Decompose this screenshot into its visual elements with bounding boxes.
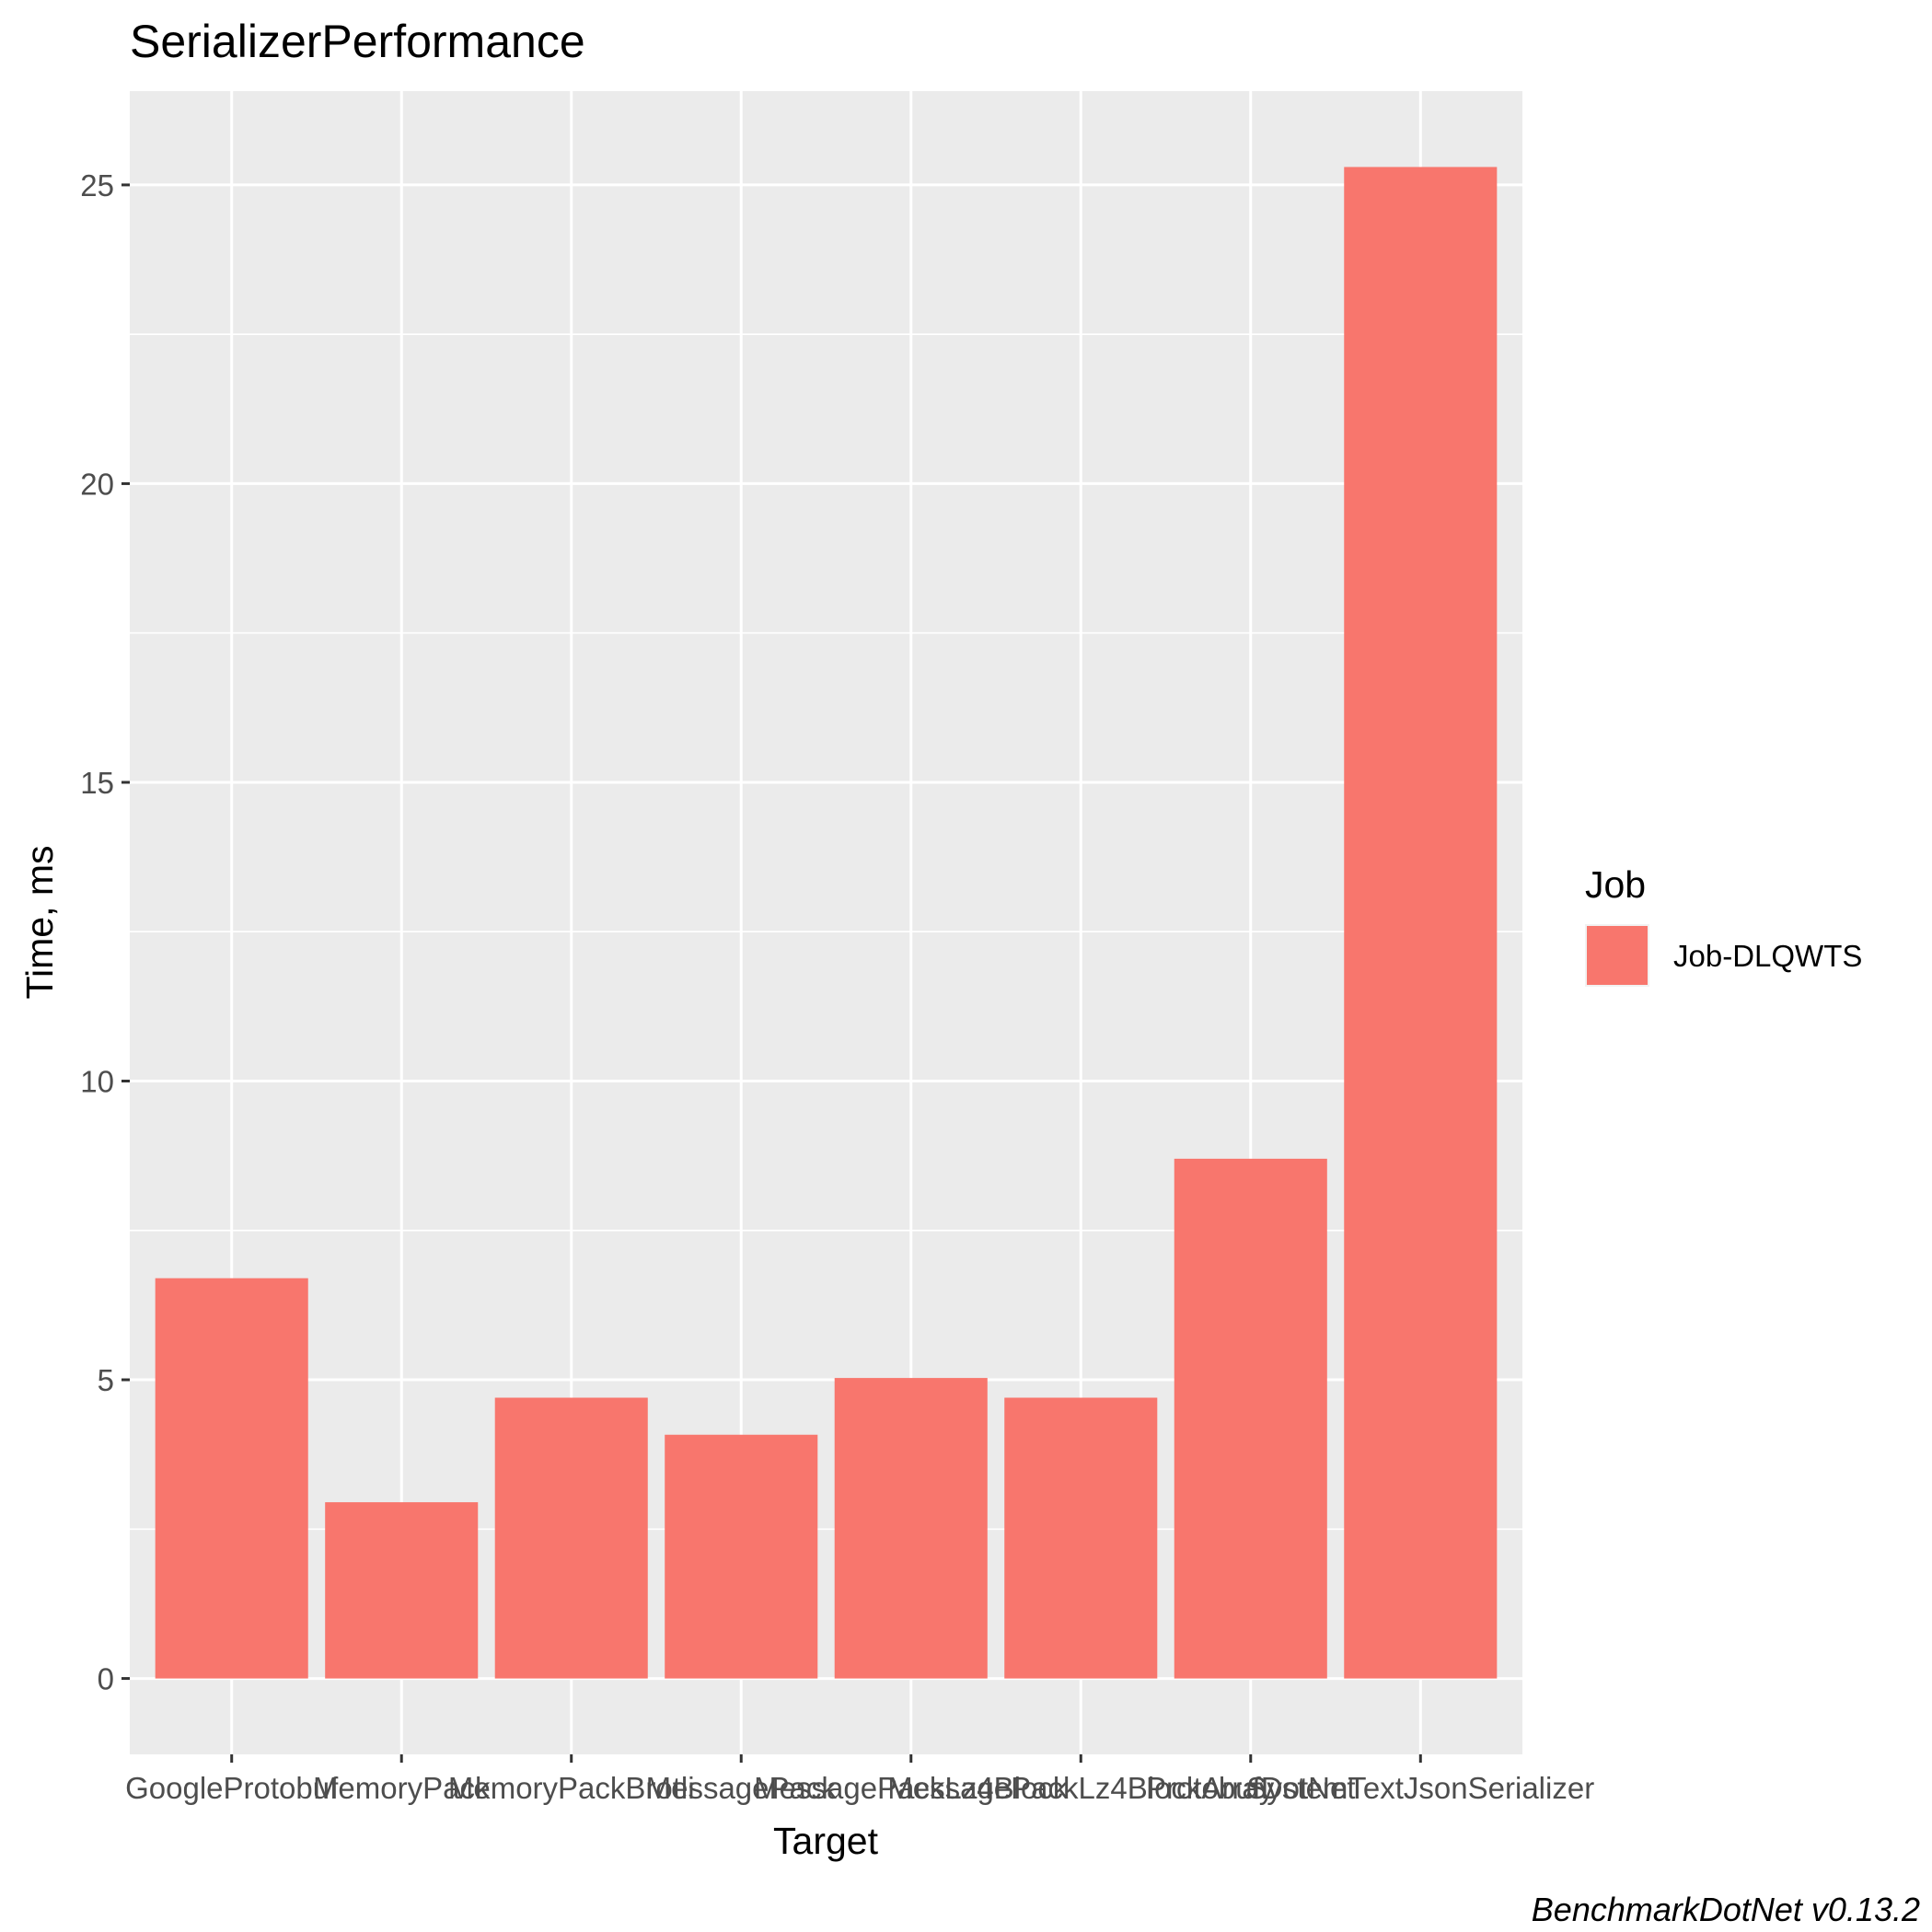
y-tick-label: 15 xyxy=(80,766,114,800)
x-axis-title: Target xyxy=(773,1820,879,1862)
chart-caption: BenchmarkDotNet v0.13.2 xyxy=(1532,1891,1920,1928)
x-tick-label: MessagePackLz4Block xyxy=(754,1771,1069,1805)
chart-title: SerializerPerformance xyxy=(130,16,585,67)
x-tick-label: MemoryPackBrotli xyxy=(448,1771,695,1805)
bars xyxy=(155,167,1498,1679)
bar xyxy=(325,1502,479,1679)
y-axis-title: Time, ms xyxy=(18,845,61,999)
x-axis: GoogleProtobufMemoryPackMemoryPackBrotli… xyxy=(125,1754,1594,1805)
x-tick-label: MemoryPack xyxy=(313,1771,491,1805)
bar xyxy=(1344,167,1498,1679)
legend-swatch xyxy=(1587,926,1648,985)
y-tick-label: 5 xyxy=(98,1363,114,1397)
y-tick-label: 0 xyxy=(98,1662,114,1696)
y-tick-label: 25 xyxy=(80,168,114,202)
x-tick-label: SystemTextJsonSerializer xyxy=(1246,1771,1594,1805)
x-tick-label: MessagePack xyxy=(646,1771,838,1805)
y-axis: 0 5 10 15 20 25 xyxy=(80,168,130,1696)
legend: Job Job-DLQWTS xyxy=(1585,863,1862,987)
bar xyxy=(1004,1397,1158,1679)
y-tick-label: 10 xyxy=(80,1065,114,1099)
bar xyxy=(665,1434,818,1679)
y-tick-label: 20 xyxy=(80,467,114,501)
bar xyxy=(155,1278,308,1679)
x-tick-label: MessagePackLz4BlockArray xyxy=(887,1771,1275,1805)
x-tick-label: GoogleProtobuf xyxy=(125,1771,339,1805)
bar xyxy=(834,1378,988,1679)
x-tick-label: ProtobufDotNet xyxy=(1146,1771,1355,1805)
legend-title: Job xyxy=(1585,863,1646,906)
legend-label: Job-DLQWTS xyxy=(1673,939,1862,973)
bar xyxy=(494,1397,648,1679)
bar xyxy=(1174,1158,1327,1679)
